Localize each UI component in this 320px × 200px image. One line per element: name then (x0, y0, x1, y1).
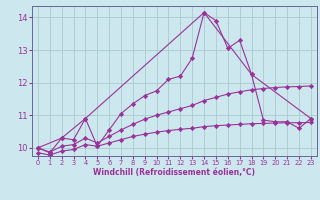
X-axis label: Windchill (Refroidissement éolien,°C): Windchill (Refroidissement éolien,°C) (93, 168, 255, 177)
